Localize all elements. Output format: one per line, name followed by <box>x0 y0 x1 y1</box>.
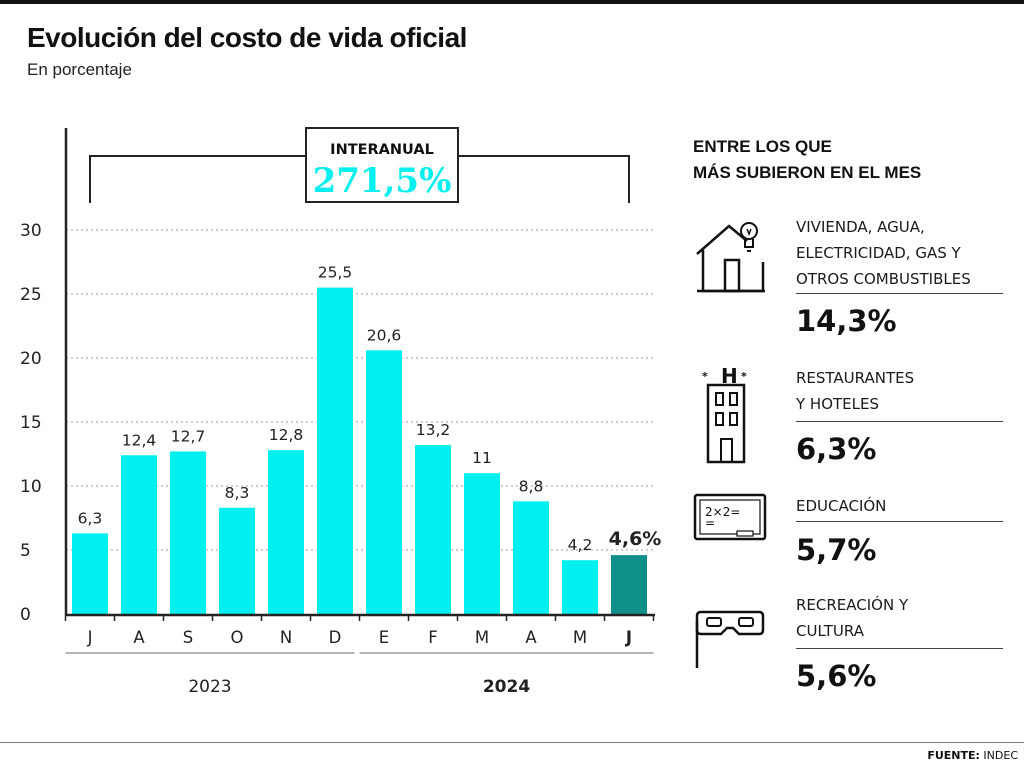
year-groups: 2023 2024 <box>65 652 654 697</box>
bar <box>317 287 353 614</box>
sidebar-heading-line2: MÁS SUBIERON EN EL MES <box>693 163 922 182</box>
bar-value-label: 4,2 <box>568 536 593 554</box>
bar <box>72 533 108 614</box>
category-divider <box>796 421 1003 422</box>
sidebar-heading-line1: ENTRE LOS QUE <box>693 137 832 156</box>
x-tick-label: J <box>87 628 93 647</box>
y-tick-label: 5 <box>20 541 31 561</box>
year-label: 2023 <box>188 677 231 697</box>
y-tick-label: 30 <box>20 221 42 241</box>
bar-value-label: 6,3 <box>78 509 103 527</box>
category-value: 5,7% <box>796 533 877 567</box>
value-labels: 6,3 12,4 12,7 8,3 12,8 25,5 20,6 13,2 11 8,8 4,2 4,… <box>78 264 662 555</box>
bar-value-label: 25,5 <box>318 264 353 282</box>
category-label: EDUCACIÓN <box>796 497 887 515</box>
top-border <box>0 0 1024 4</box>
x-tick-label: N <box>280 628 292 647</box>
source-value: INDEC <box>983 749 1018 762</box>
grid-lines <box>66 229 655 551</box>
bar-value-label: 20,6 <box>367 326 402 344</box>
x-tick-label: F <box>428 628 438 647</box>
chart-subtitle: En porcentaje <box>27 60 132 79</box>
bar-value-label: 12,4 <box>122 431 157 449</box>
interanual-bracket <box>89 155 630 203</box>
chalkboard-icon: 2×2= = <box>693 493 771 550</box>
bars <box>72 287 647 614</box>
bar <box>366 350 402 614</box>
x-tick-label: A <box>133 628 145 647</box>
svg-text:H: H <box>721 365 738 388</box>
x-tick-label: S <box>183 628 193 647</box>
bar <box>513 501 549 614</box>
bar-chart: 6,3 12,4 12,7 8,3 12,8 25,5 20,6 13,2 11 8,8 4,2 4,… <box>20 127 662 697</box>
bar <box>268 450 304 614</box>
category-divider <box>796 521 1003 522</box>
interanual-value: 271,5% <box>313 161 452 201</box>
bar <box>121 455 157 614</box>
x-tick-label: E <box>379 628 389 647</box>
svg-text:2×2=: 2×2= <box>705 505 740 519</box>
bar-value-label: 4,6% <box>609 528 662 550</box>
category-value: 5,6% <box>796 659 877 693</box>
chart-title: Evolución del costo de vida oficial <box>27 22 467 53</box>
x-tick-label: A <box>525 628 537 647</box>
category-divider <box>796 648 1003 649</box>
bar-value-label: 11 <box>472 449 492 467</box>
year-label: 2024 <box>483 677 530 697</box>
bar <box>170 451 206 614</box>
y-tick-label: 20 <box>20 349 42 369</box>
bar-value-label: 8,8 <box>519 477 544 495</box>
source-label: FUENTE: <box>927 749 980 762</box>
x-tick-label: M <box>573 628 587 647</box>
category-label: VIVIENDA, AGUA, ELECTRICIDAD, GAS Y OTRO… <box>796 218 971 288</box>
y-tick-label: 10 <box>20 477 42 497</box>
x-tick-label: M <box>475 628 489 647</box>
category-divider <box>796 293 1003 294</box>
bar-value-label: 8,3 <box>225 484 250 502</box>
x-tick-label: D <box>329 628 342 647</box>
hotel-building-icon: * H * <box>693 364 769 470</box>
footer-divider <box>0 742 1024 743</box>
bar <box>562 560 598 614</box>
category-value: 6,3% <box>796 432 877 466</box>
bar-value-label: 12,7 <box>171 427 206 445</box>
sidebar-heading: ENTRE LOS QUE MÁS SUBIERON EN EL MES <box>693 134 1013 186</box>
theater-mask-icon <box>693 592 769 677</box>
source-note: FUENTE: INDEC <box>927 749 1018 762</box>
interanual-callout: INTERANUAL 271,5% <box>89 127 630 203</box>
y-tick-label: 15 <box>20 413 42 433</box>
y-tick-label: 25 <box>20 285 42 305</box>
category-value: 14,3% <box>796 304 897 338</box>
interanual-label: INTERANUAL <box>330 142 434 158</box>
bar <box>464 473 500 614</box>
x-tick-label: J <box>625 628 632 647</box>
svg-text:*: * <box>741 370 747 383</box>
x-tick-label: O <box>231 628 244 647</box>
svg-text:*: * <box>702 370 708 383</box>
bar-value-label: 12,8 <box>269 426 304 444</box>
svg-text:=: = <box>705 516 715 530</box>
bar <box>415 445 451 614</box>
category-label: RECREACIÓN Y CULTURA <box>796 596 909 640</box>
category-label: RESTAURANTES Y HOTELES <box>796 369 915 413</box>
bar <box>611 555 647 614</box>
interanual-box-frame <box>305 127 459 203</box>
bar-value-label: 13,2 <box>416 421 451 439</box>
bar <box>219 507 255 614</box>
y-tick-label: 0 <box>20 605 31 625</box>
axes: 0 5 10 15 20 25 30 J A S O N D E F M A M J <box>20 128 655 647</box>
house-lightbulb-icon <box>693 214 769 301</box>
